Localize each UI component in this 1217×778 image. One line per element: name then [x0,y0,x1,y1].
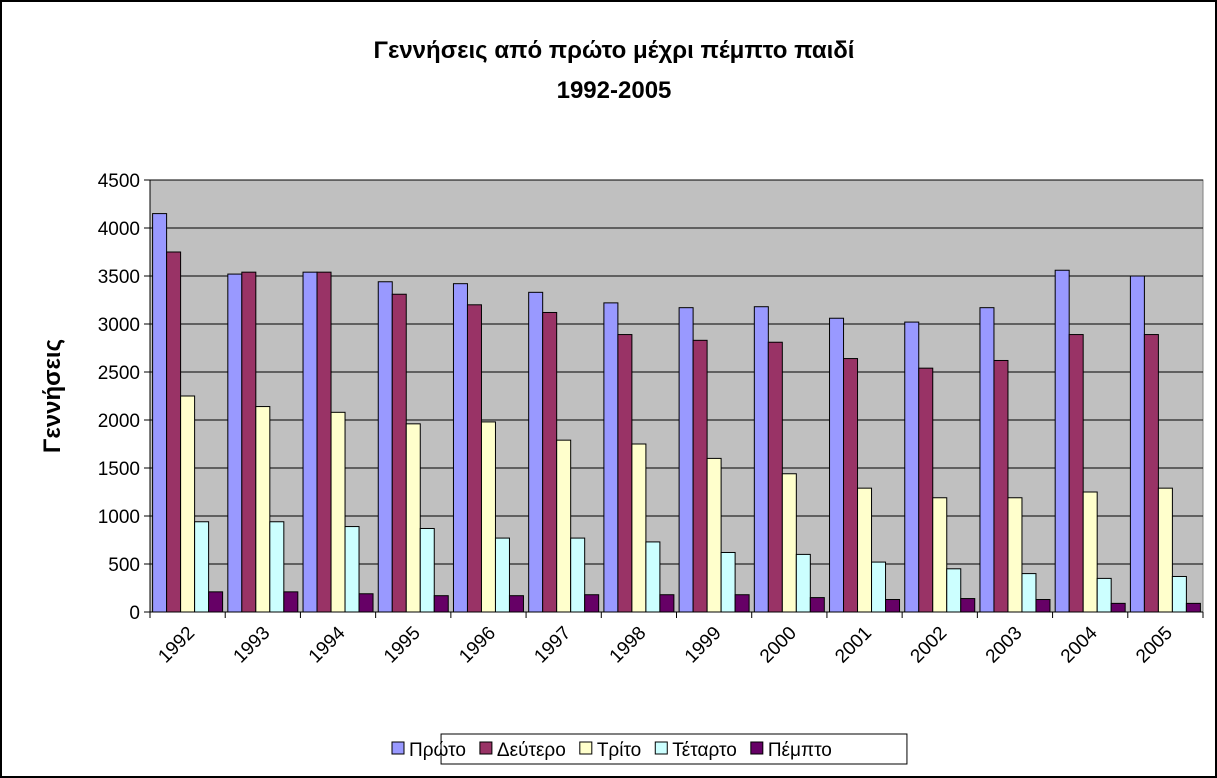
bar [528,291,544,613]
bar [720,551,736,613]
legend-label: Πέμπτο [768,740,832,761]
bar [494,537,510,613]
bar [330,411,346,613]
bar [508,595,524,613]
bar [904,321,920,613]
bar [857,487,873,613]
chart-subtitle: 1992-2005 [557,77,672,104]
bar [1110,602,1126,613]
bar [1096,577,1112,613]
legend-swatch [479,741,493,755]
bar [152,213,168,613]
bar [809,597,825,613]
bar [480,421,496,613]
bar [391,293,407,613]
legend-label: Τρίτο [597,740,641,761]
bar [466,304,482,613]
bar [1035,599,1051,613]
bar [795,553,811,613]
y-tick-label: 2000 [98,411,140,432]
bar [734,594,750,613]
bar [645,541,661,613]
bar [433,595,449,613]
bar [781,473,797,613]
bar [603,302,619,613]
bar [1054,269,1070,613]
bar [767,341,783,613]
bar [452,283,468,613]
bar [617,334,633,613]
bar [753,306,769,613]
bar [932,497,948,613]
bar [316,271,332,613]
bar [358,593,374,613]
y-axis-title: Γεννήσεις [39,339,66,453]
bar [283,591,299,613]
bar [979,307,995,613]
legend: Πρώτο Δεύτερο Τρίτο Τέταρτο Πέμπτο [391,733,908,765]
legend-label: Δεύτερο [497,740,566,761]
bar [1068,334,1084,613]
bar [1007,497,1023,613]
bar [269,521,285,613]
bar [1157,487,1173,613]
bar [419,527,435,613]
bar [871,561,887,613]
bar [255,406,271,613]
legend-swatch [654,741,668,755]
bar [556,439,572,613]
bar [885,599,901,613]
legend-swatch [750,741,764,755]
bar [377,281,393,613]
y-tick-label: 4000 [98,219,140,240]
bar [1185,602,1201,613]
y-tick-label: 2500 [98,363,140,384]
bar [678,307,694,613]
y-tick-label: 1500 [98,459,140,480]
bar [1171,575,1187,613]
bar [993,359,1009,613]
bar [180,395,196,613]
bar [194,521,210,613]
legend-swatch [579,741,593,755]
bar [166,251,182,613]
y-tick-label: 500 [108,555,140,576]
bar [631,443,647,613]
y-tick-label: 3500 [98,267,140,288]
y-tick-label: 4500 [98,171,140,192]
y-tick-label: 3000 [98,315,140,336]
bar [918,367,934,613]
bar [659,594,675,613]
legend-label: Τέταρτο [672,740,737,761]
bar [692,339,708,613]
legend-box [440,733,908,765]
bar [570,537,586,613]
bar [1082,491,1098,613]
y-tick-label: 0 [129,603,140,624]
bar [405,423,421,613]
bar [344,526,360,613]
bar [706,457,722,613]
bar [843,358,859,613]
legend-label: Πρώτο [409,740,466,761]
bar [241,271,257,613]
bar [1021,573,1037,613]
bar [302,271,318,613]
legend-swatch [391,741,405,755]
chart-title: Γεννήσεις από πρώτο μέχρι πέμπτο παιδί [374,37,855,64]
bar [584,594,600,613]
bar [829,317,845,613]
y-tick-label: 1000 [98,507,140,528]
bar [960,598,976,613]
bar [1143,334,1159,613]
bar [946,568,962,613]
bar [227,273,243,613]
bar [542,311,558,613]
bar [208,591,224,613]
bar [1129,275,1145,613]
